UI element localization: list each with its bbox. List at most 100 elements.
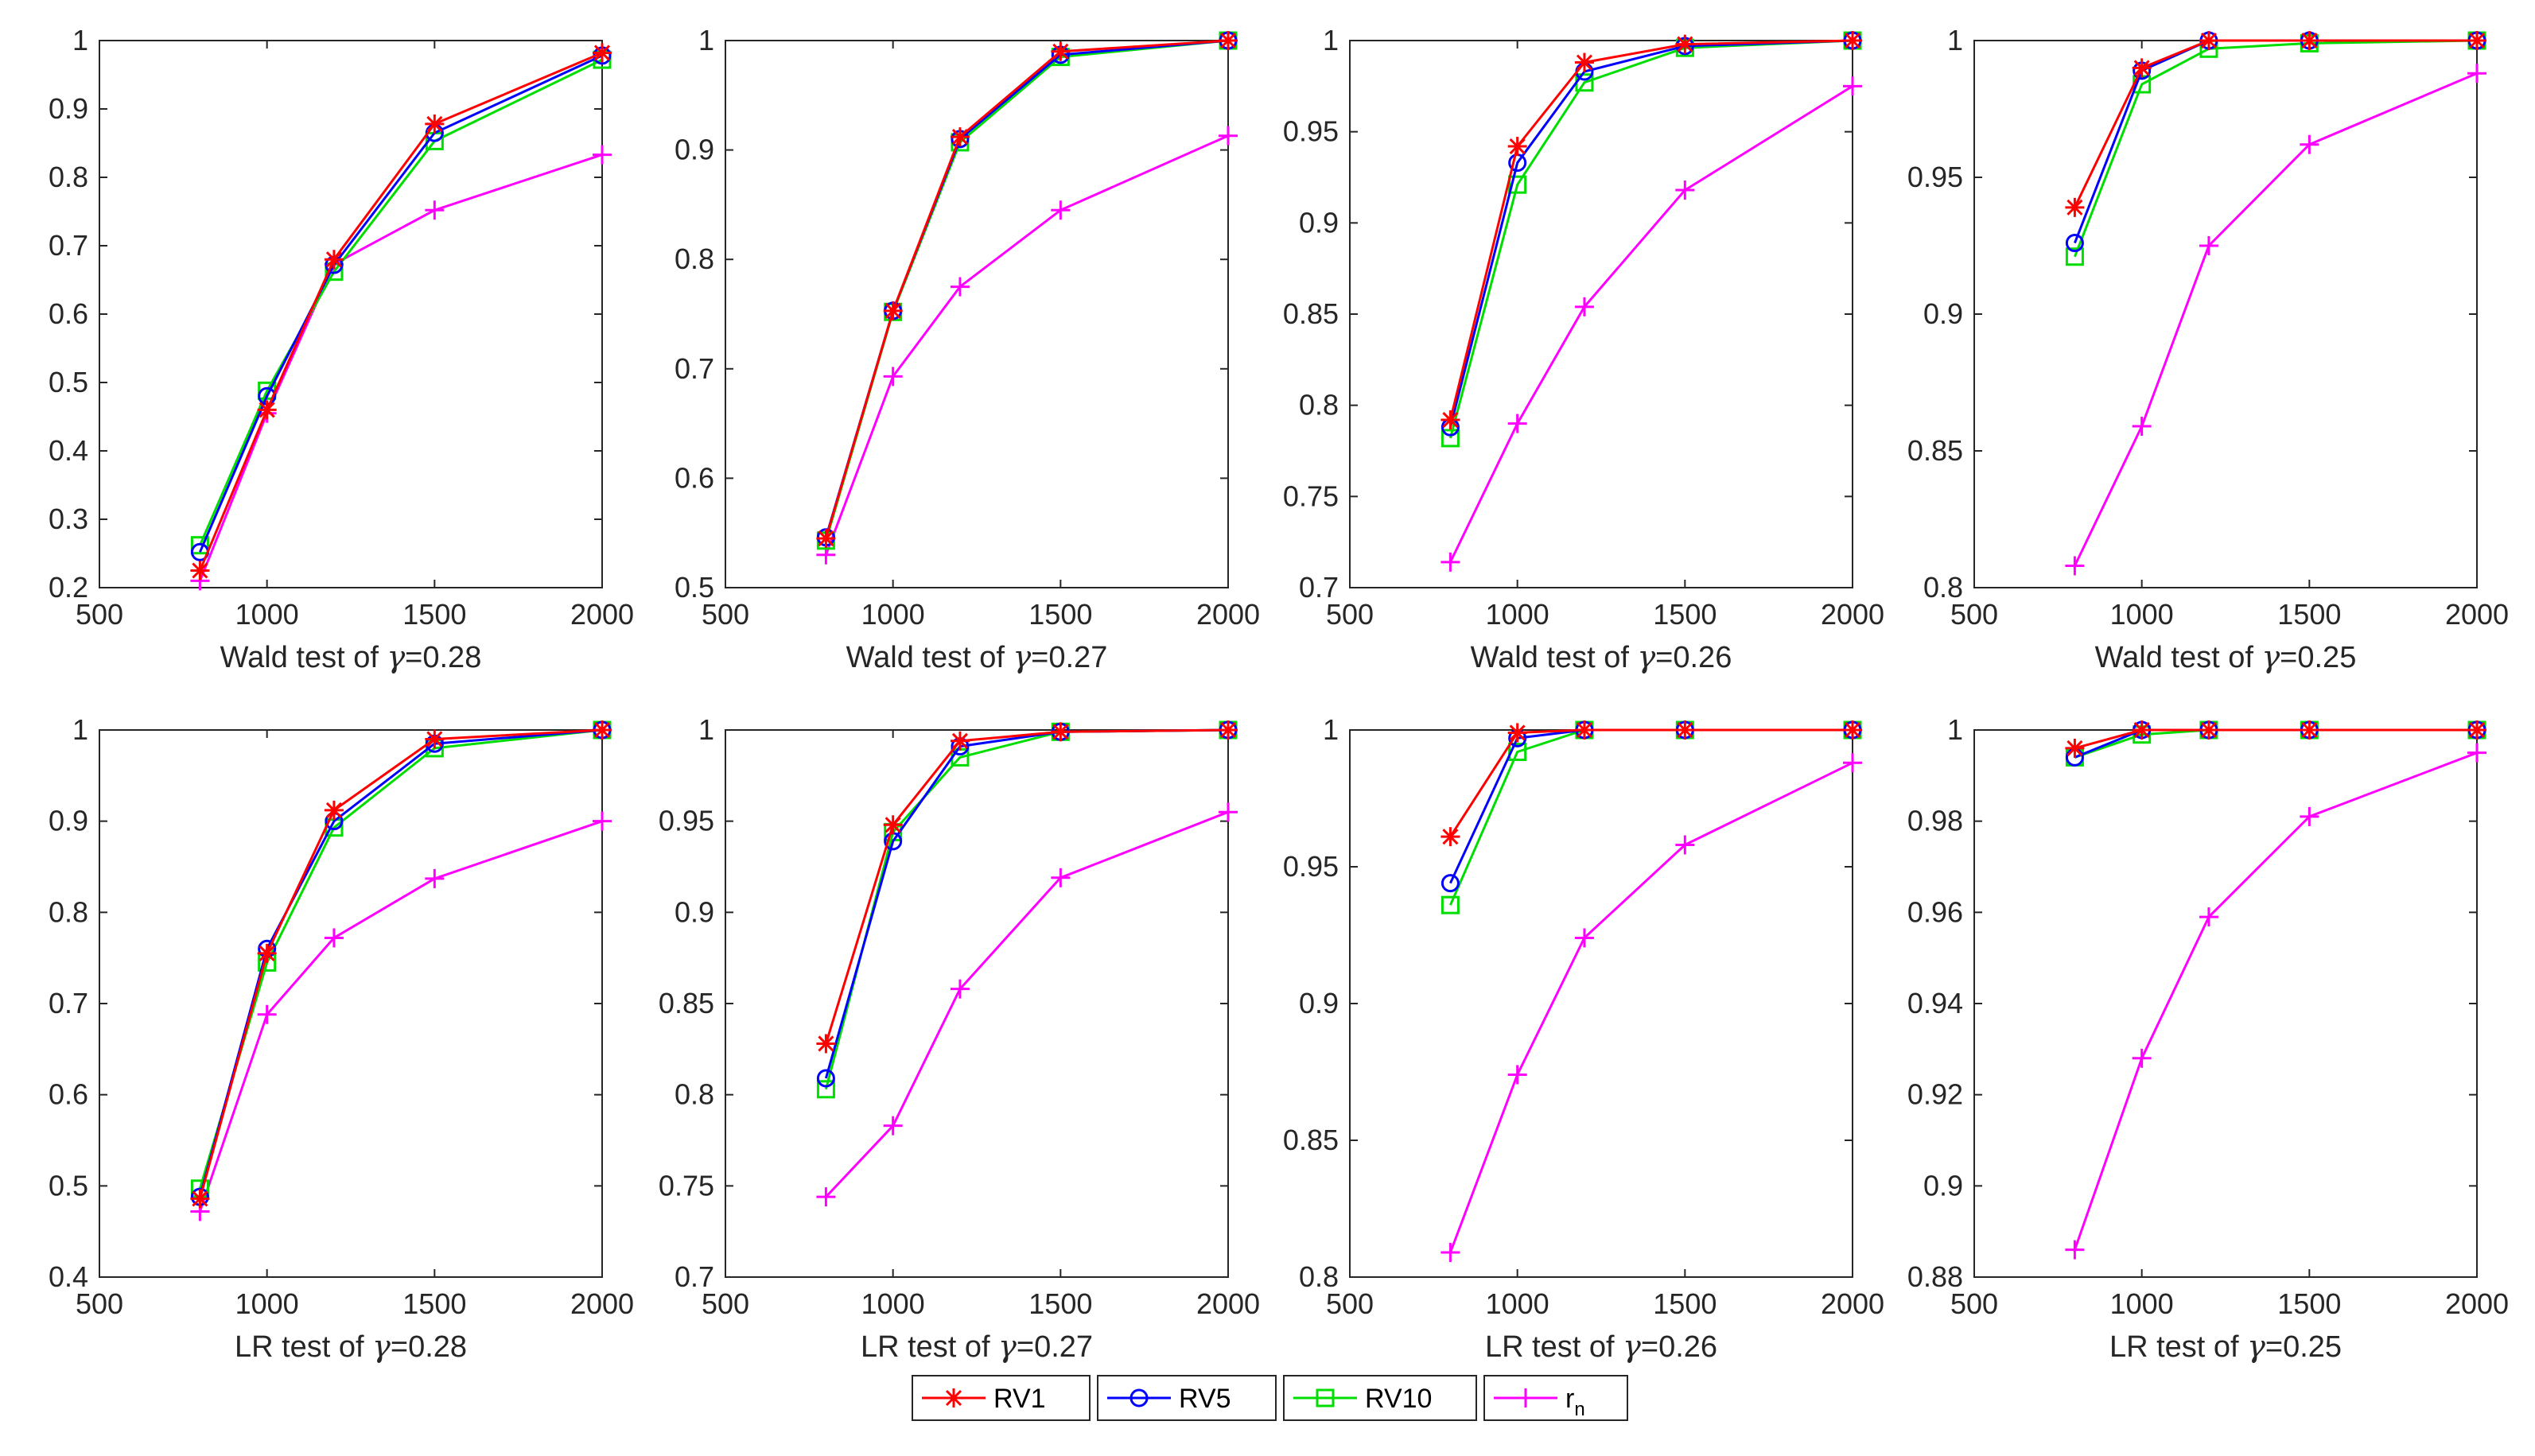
y-tick-label: 0.5 [49,1169,88,1202]
x-axis-label: Wald test of γ=0.25 [2095,639,2357,674]
legend-item-rv1: RV1 [912,1375,1091,1421]
x-tick-label: 500 [1326,598,1374,631]
x-tick-label: 2000 [570,598,634,631]
x-axis-label: LR test of γ=0.25 [2109,1329,2342,1364]
x-tick-label: 500 [1950,598,1998,631]
point-rv1-800 [190,1189,210,1209]
x-axis-label-prefix: LR test of [235,1330,372,1364]
y-tick-label: 0.4 [49,1260,88,1293]
y-tick-label: 0.7 [1299,571,1339,604]
y-tick-label: 0.95 [1283,850,1339,883]
point-rv1-2000 [1843,31,1862,50]
x-axis-label-prefix: LR test of [1485,1330,1623,1364]
point-rv10-800 [2065,247,2084,266]
y-tick-label: 1 [1947,713,1963,746]
x-axis-label-suffix: =0.27 [1017,1330,1093,1364]
x-tick-label: 1500 [1028,1287,1092,1320]
x-tick-label: 1500 [402,598,466,631]
point-r-n-1000 [2132,417,2152,437]
x-axis-label-symbol: γ [387,639,405,674]
point-r-n-1500 [1051,868,1071,887]
point-rv1-1200 [950,731,970,751]
y-tick-label: 0.8 [1299,1260,1339,1293]
point-rv1-1500 [2300,720,2319,740]
point-rv1-800 [2065,738,2085,758]
point-rv1-800 [2065,197,2085,217]
legend-label-rv5: RV5 [1179,1384,1231,1414]
point-r-n-1200 [2199,907,2218,927]
point-rv1-800 [816,1034,836,1054]
x-axis-label-suffix: =0.28 [391,1330,467,1364]
x-axis-label-suffix: =0.26 [1641,1330,1717,1364]
point-rv1-1200 [950,127,970,147]
y-tick-label: 0.8 [49,161,88,193]
point-rv1-1200 [324,250,344,270]
x-axis-label-prefix: Wald test of [1471,641,1638,674]
y-tick-label: 0.9 [1299,206,1339,239]
x-tick-label: 500 [76,598,123,631]
x-axis-label-suffix: =0.26 [1655,641,1732,674]
x-tick-label: 2000 [2445,1287,2509,1320]
x-axis-label: LR test of γ=0.27 [861,1329,1093,1364]
x-tick-label: 1500 [2277,598,2341,631]
y-tick-label: 0.8 [675,1078,714,1111]
point-rv1-1000 [883,815,903,835]
x-tick-label: 1500 [1653,1287,1717,1320]
x-tick-label: 1500 [402,1287,466,1320]
y-tick-label: 0.92 [1907,1078,1963,1111]
y-tick-label: 0.6 [49,297,88,330]
point-r-n-2000 [1219,802,1238,822]
point-rv1-1500 [1051,41,1071,61]
point-r-n-1500 [425,200,445,220]
axes-box [1349,729,1853,1278]
x-axis-label-suffix: =0.25 [2280,641,2356,674]
point-rv1-1200 [2199,31,2218,50]
point-r-n-2000 [1219,126,1238,146]
point-rv10-1000 [1508,175,1527,194]
x-axis-label: Wald test of γ=0.26 [1471,639,1732,674]
point-rv1-1000 [2132,720,2152,740]
legend-label-sub: n [1574,1399,1584,1420]
point-r-n-2000 [1843,76,1862,96]
axes-box [1349,40,1853,588]
y-tick-label: 0.94 [1907,987,1963,1019]
x-axis-label-symbol: γ [2247,1329,2265,1364]
x-tick-label: 2000 [1196,598,1260,631]
point-r-n-800 [2065,1240,2085,1260]
legend-marker-rv1 [944,1388,963,1407]
y-tick-label: 0.8 [1299,389,1339,421]
x-axis-label: Wald test of γ=0.27 [846,639,1108,674]
x-axis-label-symbol: γ [372,1329,391,1364]
x-tick-label: 1500 [1028,598,1092,631]
x-tick-label: 500 [702,598,749,631]
point-rv10-800 [1441,895,1460,914]
y-tick-label: 0.95 [1283,115,1339,148]
legend-label-rv1: RV1 [993,1384,1046,1414]
x-tick-label: 500 [1950,1287,1998,1320]
point-rv1-800 [190,561,210,580]
point-r-n-1000 [257,1004,277,1024]
y-tick-label: 0.2 [49,571,88,604]
x-axis-label: Wald test of γ=0.28 [220,639,482,674]
x-axis-label-prefix: LR test of [2109,1330,2247,1364]
point-r-n-2000 [1843,753,1862,773]
y-tick-label: 0.85 [1283,297,1339,330]
point-rv1-1500 [425,729,445,749]
y-tick-label: 0.95 [659,805,714,837]
axes-box [1973,729,2478,1278]
point-rv5-800 [2065,234,2084,253]
y-tick-label: 0.85 [1907,434,1963,467]
point-r-n-1500 [1675,835,1695,855]
y-tick-label: 0.9 [1299,987,1339,1019]
point-rv10-800 [1441,429,1460,448]
x-tick-label: 1000 [1486,598,1549,631]
panel-2: 500 1000 1500 2000 0.5 0.6 0.7 0.8 0.9 1 Wald test… [675,24,1260,674]
panel-1: 500 1000 1500 2000 0.2 0.3 0.4 0.5 0.6 0.7 0.8 0.9 1… [49,24,634,674]
y-tick-label: 1 [698,713,714,746]
x-tick-label: 2000 [570,1287,634,1320]
y-tick-label: 0.7 [49,229,88,262]
point-r-n-1000 [1507,414,1527,433]
point-rv1-1000 [883,301,903,320]
x-tick-label: 1000 [1486,1287,1549,1320]
legend-item-rv10: RV10 [1283,1375,1477,1421]
